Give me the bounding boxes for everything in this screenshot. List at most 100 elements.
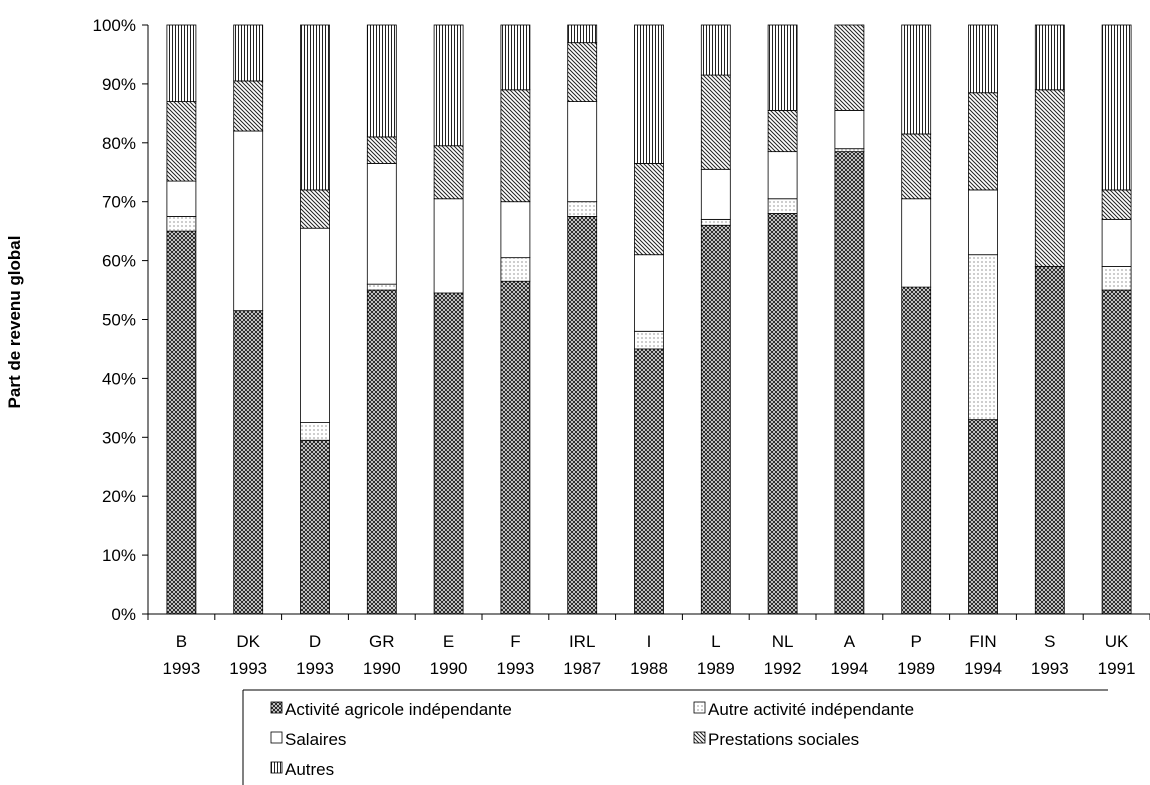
x-tick-label-year: 1993 [1031,659,1069,678]
bar-segment-blank [901,198,932,288]
bar-segment-diagonal [233,80,264,132]
bar-segment-blank [233,130,264,312]
x-tick-label-country: DK [236,632,260,651]
bar-segment-blank [700,168,731,220]
x-tick-label-country: B [176,632,187,651]
bar-segment-diagonal [300,189,330,229]
bar-segment-blank [366,163,397,285]
bar-segment-dots [700,218,731,226]
bar-segment-blank [1101,218,1132,267]
bar-segment-vertical [634,24,664,164]
x-tick-label-year: 1993 [229,659,267,678]
bar-segment-crosshatch [1034,266,1065,615]
bar-segment-vertical [968,24,998,94]
bar-segment-crosshatch [634,348,664,615]
legend-label: Prestations sociales [708,730,859,749]
bar-segment-vertical [366,24,397,138]
bar-segment-dots [767,198,798,214]
bar-segment-blank [567,101,598,203]
bar-segment-crosshatch [767,213,798,615]
x-tick-label-year: 1987 [563,659,601,678]
bar-segment-crosshatch [433,292,464,615]
y-tick-label: 10% [102,546,136,565]
x-tick-label-year: 1994 [830,659,868,678]
bar-segment-diagonal [968,92,998,191]
y-tick-label: 60% [102,252,136,271]
x-tick-label-year: 1989 [897,659,935,678]
legend-swatch-blank [270,731,283,744]
legend: Activité agricole indépendante Autre acti… [242,689,1108,785]
bar-segment-crosshatch [500,280,531,615]
bar-segment-vertical [567,24,598,44]
bar-segment-diagonal [634,163,664,256]
y-tick-label: 50% [102,311,136,330]
legend-swatch-dots [693,701,706,714]
bar-segment-crosshatch [1101,289,1132,615]
y-axis: 0% 10% 20% 30% 40% 50% 60% 70% 80% 90% 100% [93,16,149,624]
bar-segment-vertical [500,24,531,91]
bar-segment-vertical [767,24,798,111]
bar-segment-crosshatch [901,286,932,615]
x-tick-label-year: 1988 [630,659,668,678]
bar-segment-crosshatch [166,230,197,615]
bar-segment-vertical [1034,24,1065,91]
x-tick-label-country: L [711,632,720,651]
bar-segment-diagonal [901,133,932,200]
bar-segment-blank [634,254,664,332]
x-tick-label-country: F [510,632,520,651]
bar-segment-dots [634,330,664,350]
legend-label: Autre activité indépendante [708,700,914,719]
x-tick-label-year: 1990 [430,659,468,678]
legend-swatch-diagonal [693,731,706,744]
y-tick-label: 70% [102,193,136,212]
bar-segment-dots [1101,266,1132,291]
x-tick-label-country: I [647,632,652,651]
y-tick-label: 30% [102,428,136,447]
x-tick-label-country: GR [369,632,395,651]
y-tick-label: 40% [102,369,136,388]
bar-segment-blank [834,110,865,150]
bar-segment-blank [767,151,798,200]
x-tick-label-year: 1991 [1098,659,1136,678]
x-axis: B 1993 DK 1993 D 1993 GR 1990 E 1990 F 1993 IRL 1987 I… [147,613,1150,678]
bar-segment-diagonal [1034,89,1065,267]
y-tick-label: 90% [102,75,136,94]
x-tick-label-year: 1994 [964,659,1002,678]
y-tick-label: 80% [102,134,136,153]
bar-segment-dots [366,283,397,291]
bar-segment-crosshatch [300,439,330,615]
bar-segment-diagonal [700,74,731,170]
x-tick-label-year: 1993 [496,659,534,678]
bar-segment-dots [500,257,531,282]
bar-segment-dots [166,216,197,232]
bar-segment-vertical [700,24,731,76]
bar-segment-crosshatch [366,289,397,615]
bar-segment-blank [166,180,197,217]
bar-segment-crosshatch [834,151,865,615]
bar-segment-crosshatch [233,310,264,615]
bar-segment-dots [300,422,330,441]
x-tick-label-country: D [309,632,321,651]
bar-segment-crosshatch [567,216,598,615]
bar-segment-dots [834,148,865,153]
bar-segment-dots [968,254,998,421]
bar-segment-diagonal [366,136,397,164]
x-tick-label-country: S [1044,632,1055,651]
bar-segment-vertical [1101,24,1132,191]
bar-segment-vertical [901,24,932,135]
legend-label: Autres [285,760,334,779]
legend-frame [242,689,1108,785]
x-tick-label-year: 1993 [296,659,334,678]
y-tick-label: 100% [93,16,136,35]
x-tick-label-country: A [844,632,856,651]
bar-segment-crosshatch [968,419,998,615]
legend-label: Salaires [285,730,346,749]
y-tick-label: 20% [102,487,136,506]
bar-segment-diagonal [166,101,197,182]
x-tick-label-year: 1993 [162,659,200,678]
bar-segment-blank [300,227,330,423]
x-tick-label-country: E [443,632,454,651]
bar-segment-diagonal [767,110,798,153]
bars-group [166,24,1132,615]
